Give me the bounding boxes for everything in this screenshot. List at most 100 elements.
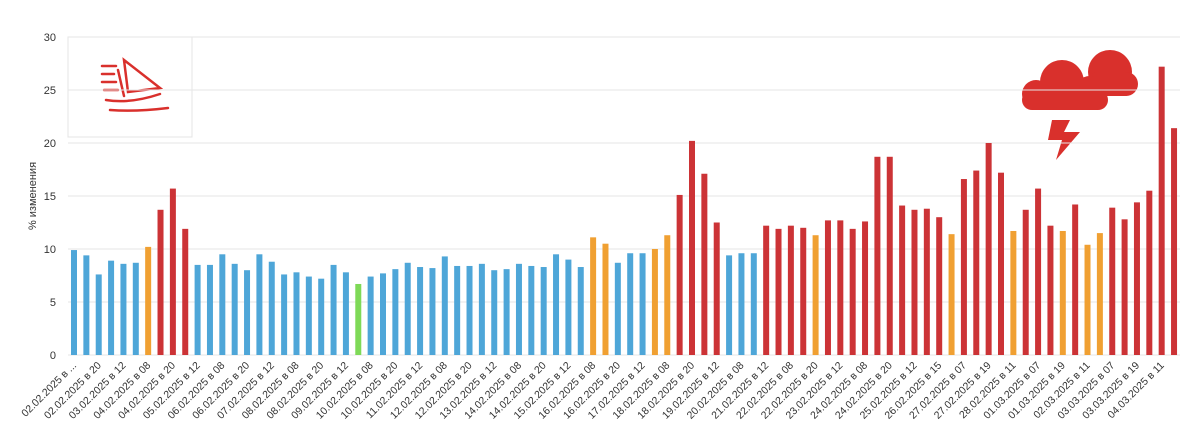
bar [540, 267, 547, 355]
bar [899, 205, 906, 355]
bar [231, 263, 238, 355]
y-axis-label: % изменения [27, 162, 39, 230]
bar [936, 217, 943, 355]
bar [614, 262, 621, 355]
y-tick-label: 10 [44, 244, 56, 256]
bar [923, 208, 930, 355]
bar [392, 269, 399, 355]
bar [1121, 219, 1128, 355]
bar [169, 188, 176, 355]
bar [577, 267, 584, 355]
bar [466, 265, 473, 355]
bar [441, 256, 448, 355]
bar [1035, 188, 1042, 355]
bar [1096, 233, 1103, 355]
bar [565, 259, 572, 355]
bar [886, 156, 893, 355]
bar [824, 220, 831, 355]
bar [293, 272, 300, 355]
bar [429, 268, 436, 355]
bar [1158, 66, 1165, 356]
bar [404, 262, 411, 355]
bar [244, 270, 251, 355]
bar [960, 179, 967, 355]
bar [194, 264, 201, 355]
bar [95, 274, 102, 355]
bar [1072, 204, 1079, 355]
bar [83, 255, 90, 355]
bar [689, 140, 695, 355]
bar [1022, 209, 1029, 355]
bar [367, 276, 374, 355]
bar [985, 143, 992, 355]
bar [380, 273, 386, 355]
bar [627, 253, 634, 355]
bar [812, 235, 819, 355]
bar [206, 264, 213, 355]
bar [157, 209, 164, 355]
bar [1047, 225, 1054, 355]
bar [330, 264, 337, 355]
y-tick-label: 20 [44, 138, 56, 150]
y-tick-label: 25 [44, 85, 56, 97]
storm-icon [1022, 50, 1138, 160]
bar [800, 227, 807, 355]
bar [738, 253, 745, 355]
bar [219, 254, 226, 355]
bar [318, 278, 325, 355]
bar [1133, 202, 1140, 355]
bar [515, 263, 522, 355]
bar [726, 255, 733, 355]
y-tick-label: 5 [50, 297, 56, 309]
bar [973, 170, 980, 355]
bar [342, 272, 349, 355]
bar [256, 254, 263, 355]
bar [676, 194, 683, 355]
bar [651, 249, 658, 355]
bar [664, 235, 671, 355]
ship-icon [67, 36, 193, 138]
bar [862, 221, 869, 355]
bar [182, 228, 189, 355]
bar [528, 265, 535, 355]
bar [1010, 230, 1017, 355]
bar [775, 228, 782, 355]
bar [713, 222, 720, 355]
bar [1171, 128, 1178, 355]
bar [553, 254, 560, 355]
bar [454, 265, 461, 355]
bar [108, 260, 115, 355]
bar [281, 274, 288, 355]
bar [602, 243, 609, 355]
bar [417, 267, 424, 355]
bar [1084, 244, 1091, 355]
bar [71, 250, 77, 355]
bar [911, 209, 918, 355]
bar [590, 237, 597, 355]
bar [132, 262, 139, 355]
y-tick-label: 0 [50, 350, 56, 362]
bar [120, 263, 127, 355]
bar [478, 263, 485, 355]
bar [837, 220, 844, 355]
y-tick-label: 15 [44, 191, 56, 203]
bar [145, 246, 152, 355]
bar [874, 156, 881, 355]
bar [268, 261, 275, 355]
bar [503, 269, 510, 355]
bar [1146, 190, 1153, 355]
bar [1109, 207, 1116, 355]
bar [998, 172, 1004, 355]
bar [1059, 230, 1066, 355]
bar [948, 234, 955, 355]
bar [639, 253, 646, 355]
bar [701, 173, 708, 355]
bar [849, 228, 856, 355]
bar [491, 270, 498, 355]
bar [787, 225, 794, 355]
bar [355, 283, 362, 355]
bar [763, 225, 770, 355]
bar [750, 253, 757, 355]
bar [305, 276, 312, 355]
